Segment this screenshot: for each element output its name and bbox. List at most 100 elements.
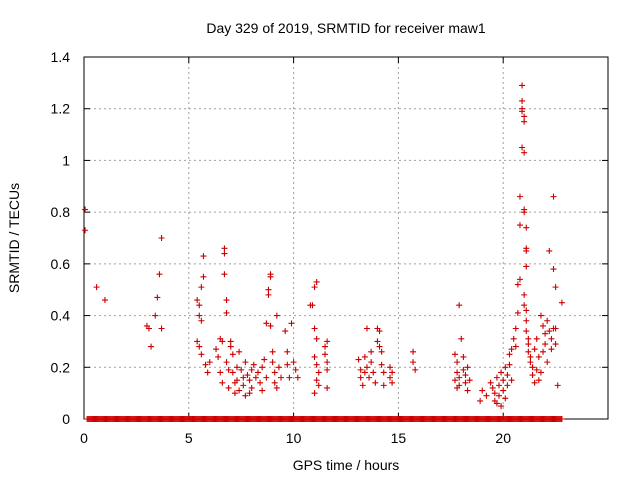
data-point: [519, 97, 526, 104]
data-point: [273, 312, 280, 319]
data-point: [259, 364, 266, 371]
data-point: [322, 343, 329, 350]
data-point: [460, 366, 467, 373]
data-point: [313, 377, 320, 384]
data-point: [514, 309, 521, 316]
data-point: [238, 366, 245, 373]
data-point: [544, 317, 551, 324]
data-point: [363, 364, 370, 371]
data-point: [376, 343, 383, 350]
data-point: [267, 271, 274, 278]
data-point: [244, 372, 251, 379]
data-point: [225, 366, 232, 373]
data-point: [288, 320, 295, 327]
data-point: [410, 359, 417, 366]
data-point: [514, 281, 521, 288]
data-point: [234, 377, 241, 384]
data-point: [496, 392, 503, 399]
data-point: [531, 346, 538, 353]
data-point: [546, 328, 553, 335]
data-point: [246, 390, 253, 397]
data-point: [269, 359, 276, 366]
x-tick-label: 15: [391, 430, 407, 446]
data-point: [504, 372, 511, 379]
data-point: [523, 247, 530, 254]
y-tick-label: 0.2: [51, 359, 71, 375]
data-point: [284, 348, 291, 355]
x-axis-label: GPS time / hours: [293, 457, 400, 473]
data-point: [521, 149, 528, 156]
data-point: [311, 353, 318, 360]
data-point: [412, 366, 419, 373]
grid: [84, 57, 608, 419]
data-point: [552, 284, 559, 291]
data-point: [82, 206, 89, 213]
data-point: [322, 351, 329, 358]
data-point: [263, 374, 270, 381]
data-point: [540, 322, 547, 329]
data-point: [219, 338, 226, 345]
data-point: [508, 377, 515, 384]
data-point: [523, 317, 530, 324]
data-point: [523, 307, 530, 314]
data-point: [213, 346, 220, 353]
data-point: [315, 369, 322, 376]
data-point: [558, 299, 565, 306]
data-point: [410, 348, 417, 355]
data-point: [82, 227, 89, 234]
data-point: [204, 369, 211, 376]
data-point: [311, 390, 318, 397]
data-point: [496, 382, 503, 389]
data-point: [537, 369, 544, 376]
x-tick-label: 20: [495, 430, 511, 446]
data-point: [521, 113, 528, 120]
data-point: [506, 361, 513, 368]
data-point: [519, 108, 526, 115]
data-point: [252, 374, 259, 381]
data-points: [82, 82, 565, 422]
data-point: [294, 374, 301, 381]
data-point: [508, 346, 515, 353]
data-point: [516, 193, 523, 200]
data-point: [529, 364, 536, 371]
data-point: [387, 364, 394, 371]
y-axis-label: SRMTID / TECUs: [6, 183, 22, 293]
data-point: [529, 372, 536, 379]
data-point: [550, 266, 557, 273]
y-tick-label: 0.8: [51, 204, 71, 220]
data-point: [483, 392, 490, 399]
data-point: [221, 250, 228, 257]
y-tick-label: 0: [62, 411, 70, 427]
data-point: [257, 379, 264, 386]
data-point: [196, 343, 203, 350]
data-point: [489, 384, 496, 391]
data-point-zero: [558, 416, 565, 422]
data-point: [271, 369, 278, 376]
data-point: [363, 325, 370, 332]
data-point: [519, 82, 526, 89]
data-point: [200, 273, 207, 280]
data-point: [523, 224, 530, 231]
data-point: [550, 193, 557, 200]
data-point: [248, 384, 255, 391]
data-point: [451, 351, 458, 358]
data-point: [512, 343, 519, 350]
data-point: [240, 374, 247, 381]
data-point: [148, 343, 155, 350]
data-point: [380, 369, 387, 376]
data-point: [240, 382, 247, 389]
data-point: [227, 338, 234, 345]
data-point: [225, 384, 232, 391]
x-tick-label: 0: [80, 430, 88, 446]
data-point: [156, 271, 163, 278]
y-tick-label: 1.2: [51, 101, 71, 117]
data-point: [265, 286, 272, 293]
data-point: [236, 387, 243, 394]
data-point: [456, 302, 463, 309]
data-point: [542, 330, 549, 337]
data-point: [154, 294, 161, 301]
data-point: [158, 325, 165, 332]
data-point: [389, 369, 396, 376]
data-point: [263, 320, 270, 327]
data-point: [546, 247, 553, 254]
